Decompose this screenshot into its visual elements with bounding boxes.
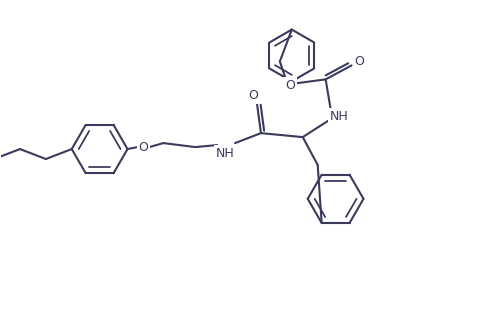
Text: O: O [285,79,295,92]
Text: O: O [138,141,148,154]
Text: O: O [248,89,258,102]
Text: O: O [355,55,364,68]
Text: NH: NH [330,110,349,123]
Text: NH: NH [216,147,235,159]
